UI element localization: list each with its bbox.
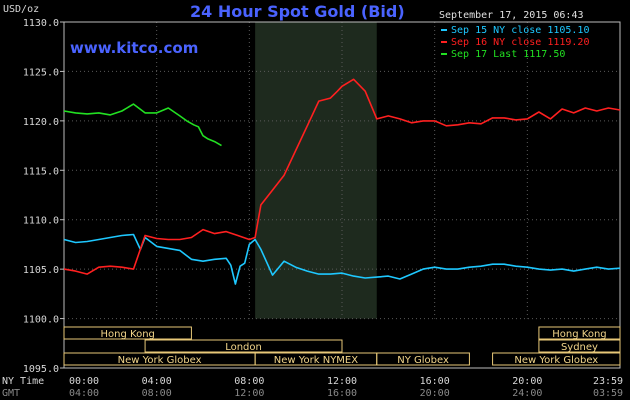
session-box-6 (376, 352, 470, 366)
x-tick-gmt-label-6: 03:59 (593, 388, 623, 399)
y-tick-label-2: 1120.0 (23, 117, 59, 128)
y-unit-label: USD/oz (3, 4, 39, 15)
x-tick-label-4: 16:00 (420, 376, 450, 387)
y-tick-label-0: 1130.0 (23, 18, 59, 29)
legend-entry-2: Sep 17 Last 1117.50 (451, 49, 565, 60)
session-label-1: Hong Kong (552, 329, 606, 340)
plot-frame (63, 21, 621, 369)
y-tick-label-3: 1115.0 (23, 166, 59, 177)
x-tick-label-6: 23:59 (593, 376, 623, 387)
market-sessions: Hong Kong Hong Kong London Sydney New York G… (63, 326, 621, 366)
ny-time-label: NY Time (2, 376, 44, 387)
y-axis-ticks: 1130.0 1125.0 1120.0 1115.0 1110.0 1105.0 1100… (23, 18, 64, 375)
series-line-1 (63, 78, 621, 275)
x-tick-label-1: 04:00 (142, 376, 172, 387)
y-tick-label-4: 1110.0 (23, 216, 59, 227)
session-label-2: London (225, 342, 262, 353)
x-tick-gmt-label-3: 16:00 (327, 388, 357, 399)
session-box-2 (144, 339, 343, 353)
x-tick-gmt-label-0: 04:00 (69, 388, 99, 399)
session-label-4: New York Globex (118, 355, 202, 366)
y-tick-label-7: 1095.0 (23, 364, 59, 375)
x-axis-ticks: 00:0004:0004:0008:0008:0012:0012:0016:00… (69, 376, 623, 399)
grid-lines (64, 22, 620, 320)
session-box-7 (492, 352, 621, 366)
session-label-5: New York NYMEX (274, 355, 359, 366)
x-tick-label-2: 08:00 (234, 376, 264, 387)
site-link[interactable]: www.kitco.com (70, 39, 198, 57)
session-label-0: Hong Kong (101, 329, 155, 340)
session-box-1 (538, 326, 621, 340)
session-label-7: New York Globex (514, 355, 598, 366)
legend-entry-0: Sep 15 NY close 1105.10 (451, 25, 589, 36)
session-box-3 (538, 339, 621, 353)
x-tick-gmt-label-2: 12:00 (234, 388, 264, 399)
x-tick-label-0: 00:00 (69, 376, 99, 387)
legend-entry-1: Sep 16 NY close 1119.20 (451, 37, 589, 48)
x-tick-label-3: 12:00 (327, 376, 357, 387)
y-tick-label-6: 1100.0 (23, 315, 59, 326)
chart-title: 24 Hour Spot Gold (Bid) (190, 2, 405, 21)
x-tick-gmt-label-1: 08:00 (142, 388, 172, 399)
session-box-0 (63, 326, 192, 340)
series-line-2 (63, 103, 222, 147)
y-tick-label-1: 1125.0 (23, 67, 59, 78)
series-line-0 (63, 233, 621, 285)
session-label-6: NY Globex (397, 355, 449, 366)
series-lines (63, 78, 621, 285)
x-tick-label-5: 20:00 (512, 376, 542, 387)
session-label-3: Sydney (561, 342, 598, 353)
gmt-label: GMT (2, 388, 20, 399)
y-tick-label-5: 1105.0 (23, 265, 59, 276)
x-tick-gmt-label-4: 20:00 (420, 388, 450, 399)
x-tick-gmt-label-5: 24:00 (512, 388, 542, 399)
date-stamp: September 17, 2015 06:43 (439, 10, 584, 21)
